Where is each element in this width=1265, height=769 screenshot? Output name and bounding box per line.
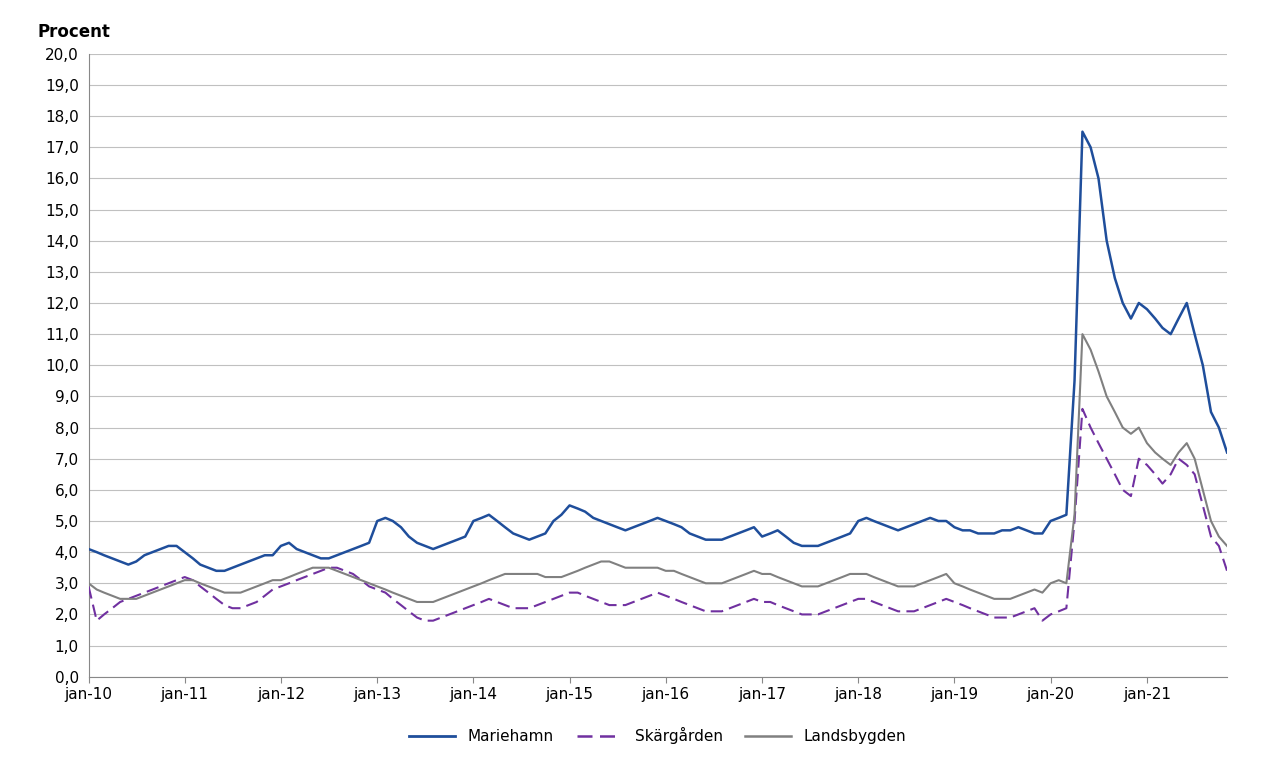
- Text: Procent: Procent: [38, 23, 110, 42]
- Legend: Mariehamn, Skärgården, Landsbygden: Mariehamn, Skärgården, Landsbygden: [404, 721, 912, 750]
